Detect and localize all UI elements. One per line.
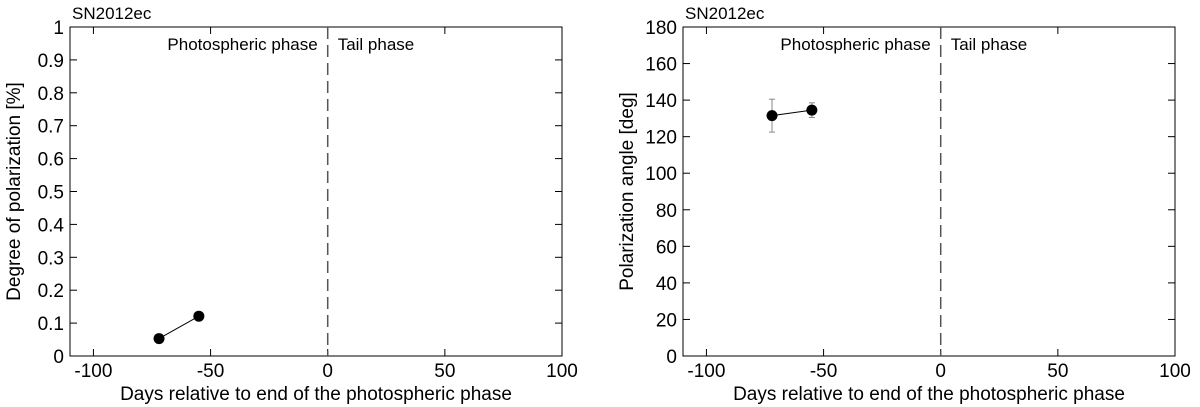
y-tick-label: 80	[656, 201, 677, 222]
y-tick-label: 0.4	[38, 215, 65, 236]
x-tick-label: 50	[1047, 361, 1068, 382]
y-tick-label: 0.9	[38, 51, 64, 72]
y-tick-label: 60	[656, 237, 677, 258]
x-tick-label: 100	[1159, 361, 1191, 382]
y-tick-label: 40	[656, 274, 677, 295]
chart-title: SN2012ec	[72, 4, 152, 23]
y-tick-label: 20	[656, 310, 677, 331]
data-point	[153, 333, 165, 345]
y-axis-label: Degree of polarization [%]	[4, 82, 25, 301]
x-tick-label: -50	[197, 361, 224, 382]
x-tick-label: 0	[322, 361, 333, 382]
series-line	[158, 315, 200, 339]
y-tick-label: 0.8	[38, 84, 64, 105]
photospheric-phase-label: Photospheric phase	[167, 35, 317, 54]
y-tick-label: 140	[645, 91, 677, 112]
y-tick-label: 0.3	[38, 248, 64, 269]
y-tick-label: 120	[645, 128, 677, 149]
series-line	[771, 109, 812, 117]
x-tick-label: -100	[687, 361, 725, 382]
x-tick-label: 0	[935, 361, 946, 382]
photospheric-phase-label: Photospheric phase	[780, 35, 930, 54]
tail-phase-label: Tail phase	[951, 35, 1028, 54]
y-tick-label: 160	[645, 55, 677, 76]
y-tick-label: 0.5	[38, 183, 64, 204]
y-tick-label: 0	[53, 347, 64, 368]
plot-frame	[682, 26, 1176, 357]
data-point	[806, 104, 818, 116]
y-tick-label: 180	[645, 18, 677, 39]
x-tick-label: -50	[810, 361, 837, 382]
chart-title: SN2012ec	[685, 4, 765, 23]
y-axis-label: Polarization angle [deg]	[617, 92, 638, 291]
panel-polarization-angle: -100 -50 0 50 100 0 20 40 60 80 100 120 140 160 180 Pho…	[617, 4, 1191, 405]
y-tick-label: 100	[645, 164, 677, 185]
plot-frame	[69, 26, 563, 357]
y-tick-label: 0.1	[38, 314, 64, 335]
x-tick-label: 100	[546, 361, 578, 382]
y-tick-label: 0.7	[38, 117, 64, 138]
x-axis-label: Days relative to end of the photospheric…	[733, 384, 1125, 405]
tail-phase-label: Tail phase	[338, 35, 415, 54]
panel-degree-of-polarization: -100 -50 0 50 100 0 0.1 0.2 0.3 0.4 0.5 0.6 0.7 0.8 0.…	[4, 4, 578, 405]
y-tick-label: 0.2	[38, 281, 64, 302]
y-tick-label: 0	[666, 347, 677, 368]
y-tick-label: 0.6	[38, 150, 64, 171]
x-tick-label: 50	[434, 361, 455, 382]
data-point	[193, 310, 205, 322]
x-axis-label: Days relative to end of the photospheric…	[120, 384, 512, 405]
data-point	[766, 110, 778, 122]
x-tick-label: -100	[74, 361, 112, 382]
y-tick-label: 1	[53, 18, 64, 39]
